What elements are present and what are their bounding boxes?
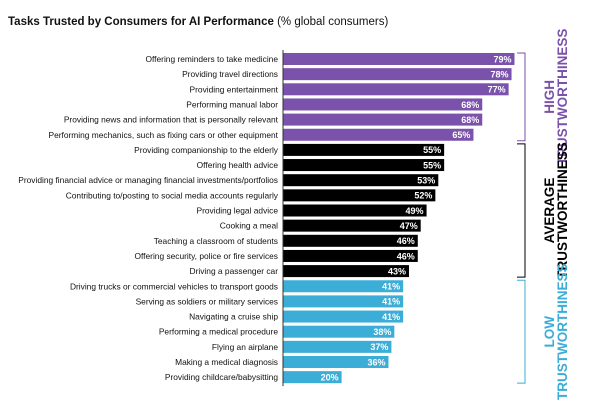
bar	[283, 325, 395, 338]
category-label: Flying an airplane	[212, 342, 278, 352]
category-label: Performing manual labor	[186, 99, 278, 109]
category-label: Providing travel directions	[182, 69, 278, 79]
value-label: 41%	[382, 282, 400, 292]
category-label: Providing entertainment	[190, 84, 279, 94]
value-label: 65%	[452, 130, 470, 140]
bar	[283, 53, 515, 65]
category-label: Navigating a cruise ship	[189, 312, 278, 322]
value-label: 53%	[417, 176, 435, 186]
category-label: Driving a passenger car	[190, 266, 279, 276]
value-label: 55%	[423, 160, 441, 170]
category-label: Offering health advice	[197, 160, 279, 170]
bar	[283, 356, 389, 368]
category-label: Providing companionship to the elderly	[134, 145, 279, 155]
value-label: 20%	[321, 372, 339, 382]
group-bracket	[517, 143, 526, 278]
category-label: Making a medical diagnosis	[175, 357, 278, 367]
value-label: 68%	[461, 100, 479, 110]
bar	[283, 83, 509, 96]
category-label: Offering reminders to take medicine	[145, 54, 278, 64]
bar	[283, 234, 418, 247]
value-label: 46%	[397, 236, 415, 246]
bar	[283, 371, 342, 384]
bar	[283, 174, 439, 187]
category-label: Teaching a classroom of students	[154, 236, 278, 246]
value-label: 41%	[382, 297, 400, 307]
value-label: 52%	[414, 191, 432, 201]
value-label: 79%	[493, 54, 511, 64]
value-label: 46%	[397, 251, 415, 261]
value-label: 36%	[367, 357, 385, 367]
chart-title-main: Tasks Trusted by Consumers for AI Perfor…	[8, 16, 274, 28]
chart-title: Tasks Trusted by Consumers for AI Perfor…	[8, 16, 388, 28]
bar	[283, 68, 512, 81]
category-label: Offering security, police or fire servic…	[134, 251, 278, 261]
bar	[283, 128, 474, 141]
bar	[283, 280, 404, 293]
bar	[283, 340, 392, 353]
category-label: Providing childcare/babysitting	[165, 372, 278, 382]
group-bracket	[517, 279, 526, 384]
value-label: 47%	[400, 221, 418, 231]
bar	[283, 113, 483, 126]
chart-subtitle: (% global consumers)	[277, 16, 389, 28]
bar	[283, 189, 436, 202]
bar	[283, 143, 445, 156]
value-label: 78%	[491, 69, 509, 79]
bar	[283, 310, 404, 323]
category-label: Serving as soldiers or military services	[136, 296, 278, 306]
group-label: HIGHTRUSTWORTHINESS	[542, 29, 570, 166]
bar	[283, 219, 421, 232]
category-label: Providing news and information that is p…	[64, 115, 279, 125]
category-label: Performing a medical procedure	[159, 327, 279, 337]
value-label: 49%	[406, 206, 424, 216]
bar	[283, 204, 427, 217]
bar	[283, 249, 418, 262]
value-label: 38%	[373, 327, 391, 337]
bar	[283, 159, 445, 172]
bar	[283, 98, 483, 111]
value-label: 77%	[488, 85, 506, 95]
category-label: Performing mechanics, such as fixing car…	[49, 130, 279, 140]
category-label: Providing financial advice or managing f…	[18, 175, 278, 185]
category-label: Driving trucks or commercial vehicles to…	[70, 281, 278, 291]
value-label: 37%	[370, 342, 388, 352]
group-bracket	[517, 52, 526, 142]
value-label: 43%	[388, 266, 406, 276]
group-label: AVERAGETRUSTWORTHINESS	[542, 142, 570, 279]
group-label: LOWTRUSTWORTHINESS	[542, 263, 570, 400]
category-label: Providing legal advice	[197, 206, 279, 216]
value-label: 68%	[461, 115, 479, 125]
value-label: 41%	[382, 312, 400, 322]
bar	[283, 265, 409, 278]
category-label: Contributing to/posting to social media …	[66, 190, 279, 200]
category-label: Cooking a meal	[220, 221, 278, 231]
bar	[283, 295, 404, 308]
value-label: 55%	[423, 145, 441, 155]
